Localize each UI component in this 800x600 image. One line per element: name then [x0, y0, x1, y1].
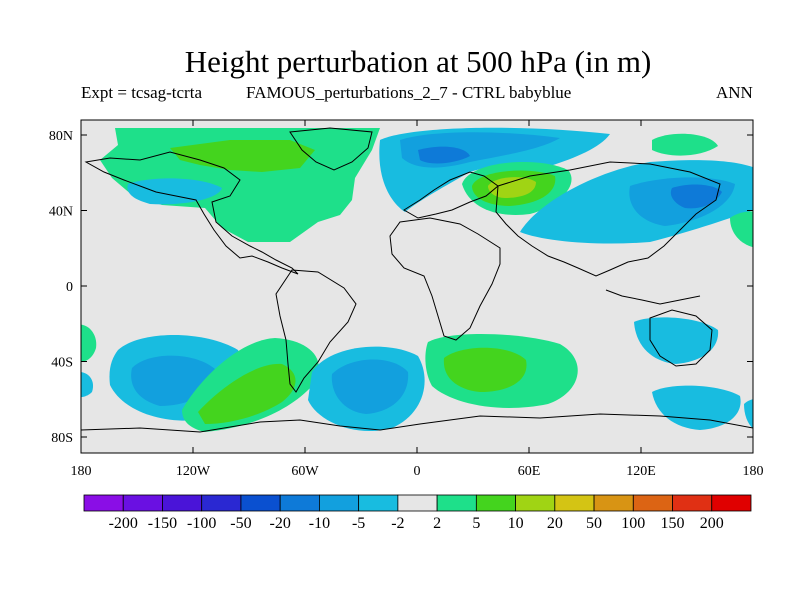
colorbar-label: 150	[661, 515, 685, 532]
colorbar-swatch	[83, 494, 124, 512]
colorbar-label: 50	[586, 515, 602, 532]
colorbar-label: -50	[230, 515, 251, 532]
coast-australia	[649, 309, 713, 367]
x-tick-label: 120E	[626, 464, 656, 479]
coast-africa	[389, 217, 501, 341]
x-tick-label: 0	[414, 464, 421, 479]
colorbar-swatch	[554, 494, 595, 512]
contour-green-indian-ocean-10	[443, 347, 527, 392]
colorbar-label: 10	[508, 515, 524, 532]
colorbar-swatch	[201, 494, 242, 512]
colorbar-swatch	[436, 494, 477, 512]
x-tick-label: 120W	[176, 464, 211, 479]
coast-antarctica	[81, 413, 753, 433]
coast-north-america	[84, 151, 299, 275]
colorbar-label: -200	[109, 515, 138, 532]
colorbar-label: 100	[621, 515, 645, 532]
y-tick-label: 40S	[51, 356, 73, 371]
colorbar-swatch	[240, 494, 281, 512]
contour-blue-tasman	[652, 385, 741, 430]
colorbar-swatch	[122, 494, 163, 512]
contour-blue-east-asia-20	[670, 184, 722, 209]
colorbar-swatch	[319, 494, 360, 512]
colorbar-swatch	[397, 494, 438, 512]
colorbar-label: 2	[433, 515, 441, 532]
contour-blue-australia	[634, 317, 719, 364]
contour-fields	[81, 127, 753, 432]
map-title: Height perturbation at 500 hPa (in m)	[184, 44, 652, 79]
colorbar-swatch	[711, 494, 752, 512]
colorbar-label: 200	[700, 515, 724, 532]
colorbar: -200 -150 -100 -50 -20 -10 -5 -2 2 5 10 20 50 100 150 2…	[83, 494, 752, 532]
colorbar-swatch	[632, 494, 673, 512]
model-label: FAMOUS_perturbations_2_7 - CTRL babyblue	[246, 83, 572, 102]
colorbar-swatch	[672, 494, 713, 512]
x-tick-label: 180	[71, 464, 92, 479]
coast-greenland	[289, 127, 373, 171]
y-tick-label: 40N	[49, 205, 73, 220]
colorbar-label: -20	[270, 515, 291, 532]
coastlines	[81, 127, 753, 433]
x-tick-label: 60W	[291, 464, 319, 479]
colorbar-swatch	[515, 494, 556, 512]
contour-central-asia-20	[488, 177, 536, 198]
colorbar-label: 20	[547, 515, 563, 532]
y-tick-label: 0	[66, 280, 73, 295]
coast-indonesia	[605, 289, 701, 305]
coast-south-america	[275, 269, 357, 393]
contour-green-east-edge	[730, 211, 753, 248]
colorbar-label: 5	[472, 515, 480, 532]
contour-blue-south-atlantic-10	[331, 359, 409, 414]
colorbar-swatch	[475, 494, 516, 512]
colorbar-swatch	[358, 494, 399, 512]
coast-asia	[495, 161, 721, 277]
contour-green-south-america-10	[198, 363, 296, 424]
experiment-label: Expt = tcsag-tcrta	[81, 83, 202, 102]
contour-blue-west-edge	[81, 372, 93, 398]
colorbar-label: -5	[352, 515, 365, 532]
season-label: ANN	[716, 83, 753, 102]
axis-ticks: 180 120W 60W 0 60E 120E 180 80N 40N 0 40S 80S	[49, 120, 764, 479]
contour-green-bering	[652, 133, 718, 156]
colorbar-swatch	[593, 494, 634, 512]
colorbar-label: -100	[187, 515, 216, 532]
y-tick-label: 80N	[49, 129, 73, 144]
colorbar-label: -150	[148, 515, 177, 532]
colorbar-swatch	[279, 494, 320, 512]
colorbar-swatch	[162, 494, 203, 512]
contour-green-west-edge	[81, 324, 97, 362]
colorbar-label: -10	[309, 515, 330, 532]
x-tick-label: 180	[743, 464, 764, 479]
contour-greenland-10	[170, 140, 315, 172]
x-tick-label: 60E	[518, 464, 541, 479]
colorbar-label: -2	[391, 515, 404, 532]
contour-blue-north-pacific	[127, 178, 222, 205]
contour-blue-arctic-20	[418, 146, 470, 164]
contour-blue-southeast	[744, 399, 753, 429]
y-tick-label: 80S	[51, 431, 73, 446]
